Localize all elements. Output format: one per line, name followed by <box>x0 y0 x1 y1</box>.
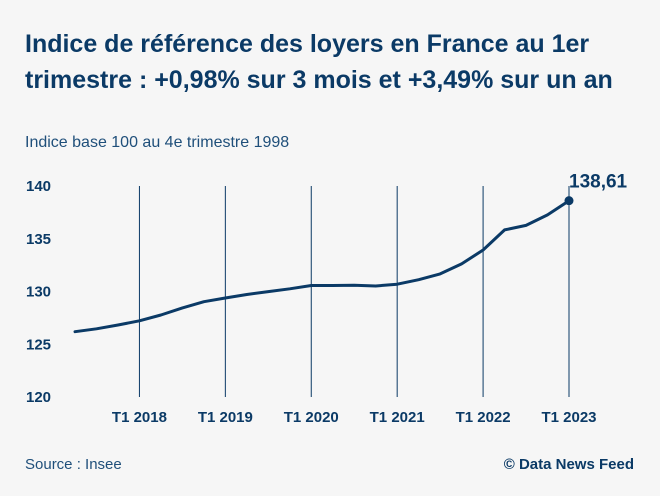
series-line-loyers <box>73 199 571 334</box>
x-tick-label: T1 2021 <box>370 409 425 426</box>
y-tick-label: 125 <box>26 336 51 353</box>
chart-subtitle: Indice base 100 au 4e trimestre 1998 <box>25 134 290 151</box>
last-value-label: 138,61 <box>569 172 628 193</box>
credit-note: © Data News Feed <box>503 456 634 473</box>
y-tick-label: 120 <box>26 389 51 406</box>
x-tick-label: T1 2019 <box>198 409 253 426</box>
source-note: Source : Insee <box>25 456 122 473</box>
y-axis-ticks: 120 125 130 135 140 <box>26 178 51 406</box>
x-tick-label: T1 2018 <box>112 409 167 426</box>
x-axis-ticks: T1 2018 T1 2019 T1 2020 T1 2021 T1 2022 T1 20… <box>112 409 597 426</box>
x-tick-label: T1 2022 <box>456 409 511 426</box>
chart-title: Indice de référence des loyers en France… <box>25 30 613 94</box>
annotation-layer: 138,61 <box>564 172 628 206</box>
x-tick-label: T1 2020 <box>284 409 339 426</box>
gridlines <box>138 186 570 397</box>
x-tick-label: T1 2023 <box>541 409 596 426</box>
y-tick-label: 140 <box>26 178 51 195</box>
y-tick-label: 130 <box>26 284 51 301</box>
last-point-marker <box>564 196 574 206</box>
y-tick-label: 135 <box>26 231 51 248</box>
